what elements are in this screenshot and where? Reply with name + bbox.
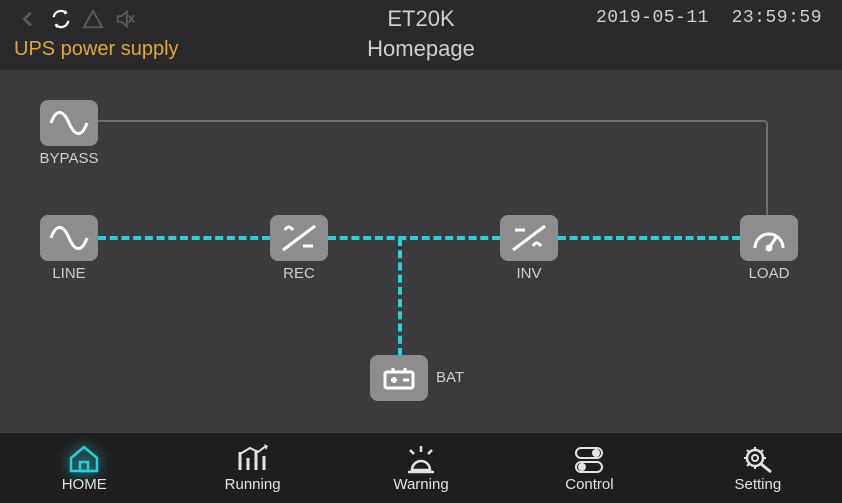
sine-icon <box>49 107 89 139</box>
load-label: LOAD <box>749 265 790 282</box>
home-icon <box>67 444 101 474</box>
bypass-label: BYPASS <box>40 150 99 167</box>
bypass-node[interactable]: BYPASS <box>40 100 98 146</box>
gauge-icon <box>749 222 789 254</box>
bypass-rail <box>98 120 768 238</box>
load-node[interactable]: LOAD <box>740 215 798 261</box>
rectifier-icon <box>279 222 319 254</box>
nav-running[interactable]: Running <box>168 433 336 503</box>
power-flow-diagram: BYPASS LINE REC INV LOAD <box>0 70 842 433</box>
date-text: 2019-05-11 <box>596 8 709 28</box>
product-label: UPS power supply <box>14 38 179 61</box>
gear-wrench-icon <box>741 444 775 474</box>
header-bar: ET20K Homepage UPS power supply 2019-05-… <box>0 0 842 70</box>
bat-node[interactable]: BAT <box>370 355 428 401</box>
rec-node[interactable]: REC <box>270 215 328 261</box>
nav-setting-label: Setting <box>734 476 781 493</box>
inv-node[interactable]: INV <box>500 215 558 261</box>
nav-setting[interactable]: Setting <box>674 433 842 503</box>
alarm-icon <box>404 444 438 474</box>
bottom-nav: HOME Running Warning Control Setting <box>0 433 842 503</box>
chart-up-icon <box>236 444 270 474</box>
inverter-icon <box>509 222 549 254</box>
nav-home[interactable]: HOME <box>0 433 168 503</box>
wire-rec-inv <box>328 236 500 240</box>
datetime: 2019-05-11 23:59:59 <box>596 8 822 28</box>
wire-inv-load <box>558 236 740 240</box>
sine-icon <box>49 222 89 254</box>
line-node[interactable]: LINE <box>40 215 98 261</box>
nav-control-label: Control <box>565 476 613 493</box>
nav-warning-label: Warning <box>393 476 448 493</box>
rec-label: REC <box>283 265 315 282</box>
nav-control[interactable]: Control <box>505 433 673 503</box>
inv-label: INV <box>516 265 541 282</box>
nav-home-label: HOME <box>62 476 107 493</box>
nav-running-label: Running <box>225 476 281 493</box>
nav-warning[interactable]: Warning <box>337 433 505 503</box>
battery-icon <box>379 362 419 394</box>
bat-label: BAT <box>436 369 464 386</box>
wire-rec-bat <box>398 238 402 356</box>
line-label: LINE <box>52 265 85 282</box>
toggles-icon <box>572 444 606 474</box>
wire-line-rec <box>98 236 270 240</box>
time-text: 23:59:59 <box>732 8 822 28</box>
